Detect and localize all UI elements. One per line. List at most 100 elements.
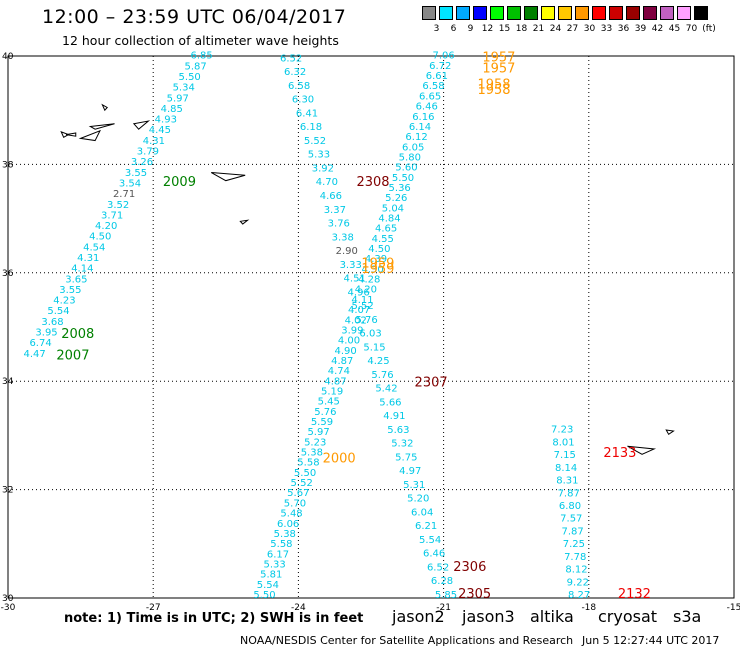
pass-time-label: 2305 bbox=[458, 587, 491, 602]
note-text: note: 1) Time is in UTC; 2) SWH is in fe… bbox=[64, 611, 364, 626]
satellite-jason2: jason2 bbox=[392, 607, 445, 626]
pass-time-label: 2008 bbox=[61, 327, 94, 342]
legend-swatch bbox=[490, 6, 504, 20]
wave-height-value: 5.97 bbox=[167, 93, 189, 104]
pass-time-label: 1959 bbox=[361, 262, 394, 277]
island-outline-faial bbox=[65, 132, 77, 137]
wave-height-value: 8.27 bbox=[568, 590, 590, 601]
wave-height-value: 4.50 bbox=[368, 244, 390, 255]
wave-height-value: 5.87 bbox=[185, 61, 207, 72]
wave-height-value: 4.45 bbox=[149, 125, 171, 136]
wave-height-value: 4.97 bbox=[399, 466, 421, 477]
wave-height-value: 4.87 bbox=[331, 356, 353, 367]
wave-height-value: 3.26 bbox=[131, 157, 153, 168]
satellite-altika: altika bbox=[530, 607, 574, 626]
legend-swatch bbox=[677, 6, 691, 20]
wave-height-value: 6.46 bbox=[416, 102, 438, 113]
wave-height-value: 6.74 bbox=[29, 338, 51, 349]
wave-height-value: 6.30 bbox=[292, 95, 314, 106]
wave-height-value: 4.39 bbox=[365, 254, 387, 265]
footer-credit: NOAA/NESDIS Center for Satellite Applica… bbox=[240, 634, 574, 647]
legend-label: 6 bbox=[450, 24, 457, 34]
pass-time-label: 1959 bbox=[361, 256, 394, 271]
wave-height-value: 6.65 bbox=[419, 91, 441, 102]
wave-height-value: 6.17 bbox=[267, 549, 289, 560]
wave-height-value: 7.87 bbox=[558, 488, 580, 499]
wave-height-value: 4.55 bbox=[372, 234, 394, 245]
wave-height-value: 4.84 bbox=[378, 214, 400, 225]
island-outline-sao-jorge bbox=[88, 123, 115, 130]
legend-swatch bbox=[507, 6, 521, 20]
wave-height-value: 6.16 bbox=[412, 112, 434, 123]
wave-height-value: 7.15 bbox=[554, 450, 576, 461]
wave-height-value: 3.38 bbox=[332, 232, 354, 243]
pass-time-label: 2132 bbox=[618, 587, 651, 602]
legend-swatch bbox=[541, 6, 555, 20]
wave-height-value: 9.22 bbox=[567, 577, 589, 588]
wave-height-value: 4.02 bbox=[345, 315, 367, 326]
wave-height-value: 7.87 bbox=[561, 526, 583, 537]
wave-height-value: 4.93 bbox=[155, 115, 177, 126]
pass-time-label: 2007 bbox=[56, 349, 89, 364]
legend-swatch bbox=[694, 6, 708, 20]
wave-height-value: 6.61 bbox=[426, 71, 448, 82]
wave-height-value: 5.54 bbox=[257, 580, 279, 591]
x-tick-label: -30 bbox=[1, 603, 16, 613]
wave-height-value: 2.71 bbox=[113, 189, 135, 200]
wave-height-value: 2.90 bbox=[336, 246, 358, 257]
pass-time-label: 1957 bbox=[482, 61, 515, 76]
y-tick-label: 30 bbox=[2, 594, 14, 604]
wave-height-value: 5.42 bbox=[375, 384, 397, 395]
wave-height-value: 5.50 bbox=[179, 72, 201, 83]
wave-height-value: 5.32 bbox=[391, 439, 413, 450]
wave-height-value: 5.19 bbox=[321, 386, 343, 397]
footer-timestamp: Jun 5 12:27:44 UTC 2017 bbox=[582, 634, 720, 647]
wave-height-value: 6.52 bbox=[280, 53, 302, 64]
wave-height-value: 5.76 bbox=[371, 370, 393, 381]
wave-height-value: 4.31 bbox=[77, 253, 99, 264]
wave-height-value: 3.37 bbox=[324, 205, 346, 216]
wave-height-value: 6.32 bbox=[284, 67, 306, 78]
wave-height-value: 5.52 bbox=[351, 301, 373, 312]
wave-height-value: 6.05 bbox=[402, 142, 424, 153]
legend-label: 36 bbox=[617, 24, 630, 34]
wave-height-value: 6.41 bbox=[296, 108, 318, 119]
satellite-s3a: s3a bbox=[673, 607, 702, 626]
wave-height-value: 3.55 bbox=[125, 168, 147, 179]
wave-height-value: 6.04 bbox=[411, 507, 433, 518]
legend-swatch bbox=[422, 6, 436, 20]
wave-height-value: 5.52 bbox=[291, 478, 313, 489]
wave-height-value: 6.46 bbox=[423, 549, 445, 560]
legend-label: 42 bbox=[651, 24, 664, 34]
wave-height-value: 5.76 bbox=[355, 315, 377, 326]
wave-height-value: 4.07 bbox=[348, 305, 370, 316]
legend-swatch bbox=[473, 6, 487, 20]
wave-height-value: 8.01 bbox=[552, 437, 574, 448]
wave-height-value: 5.38 bbox=[274, 529, 296, 540]
x-tick-label: -18 bbox=[581, 603, 596, 613]
map-frame bbox=[7, 55, 735, 599]
wave-height-value: 8.12 bbox=[565, 565, 587, 576]
legend-swatch bbox=[660, 6, 674, 20]
wave-height-value: 4.70 bbox=[316, 177, 338, 188]
wave-height-value: 5.54 bbox=[47, 306, 69, 317]
wave-height-value: 5.31 bbox=[403, 480, 425, 491]
wave-height-value: 5.23 bbox=[304, 437, 326, 448]
pass-time-label: 2133 bbox=[603, 446, 636, 461]
wave-height-value: 6.14 bbox=[409, 122, 431, 133]
wave-height-value: 4.20 bbox=[355, 285, 377, 296]
legend-label: 9 bbox=[467, 24, 474, 34]
legend-swatch bbox=[609, 6, 623, 20]
pass-time-label: 1957 bbox=[482, 50, 515, 65]
wave-height-value: 5.66 bbox=[379, 397, 401, 408]
satellite-jason3: jason3 bbox=[462, 607, 515, 626]
wave-height-value: 4.54 bbox=[83, 242, 105, 253]
wave-height-value: 5.45 bbox=[318, 397, 340, 408]
wave-height-value: 5.50 bbox=[253, 590, 275, 601]
wave-height-value: 4.11 bbox=[351, 295, 373, 306]
wave-height-value: 5.75 bbox=[395, 452, 417, 463]
wave-height-value: 4.90 bbox=[334, 346, 356, 357]
wave-height-value: 4.00 bbox=[338, 336, 360, 347]
legend-swatch bbox=[643, 6, 657, 20]
island-outline-porto-santo bbox=[665, 429, 675, 436]
